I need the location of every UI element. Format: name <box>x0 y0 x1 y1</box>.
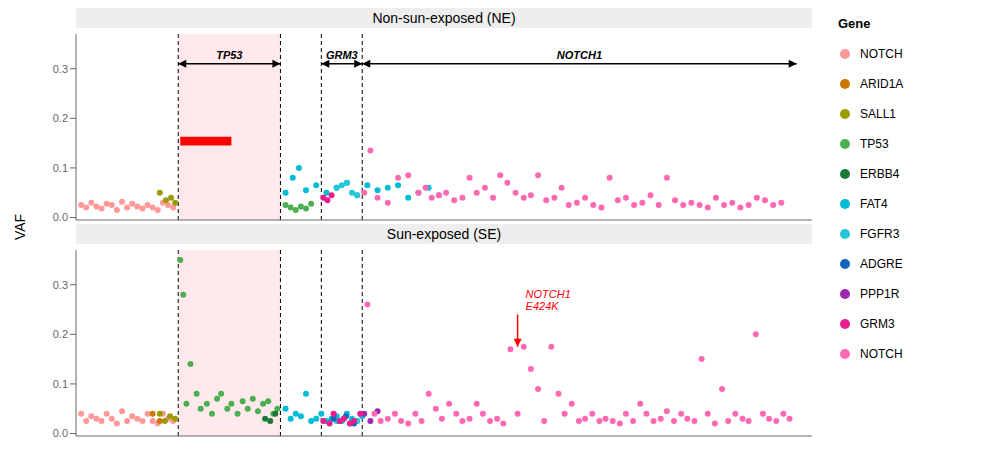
html-text:Gene: Gene <box>838 16 871 31</box>
html-text:Non-sun-exposed (NE): Non-sun-exposed (NE) <box>372 10 516 26</box>
html-text:ARID1A: ARID1A <box>860 77 904 91</box>
svg-text:GRM3: GRM3 <box>326 49 358 61</box>
html-text:ADGRE: ADGRE <box>860 257 903 271</box>
html-text:ERBB4: ERBB4 <box>860 167 900 181</box>
svg-text:NOTCH1E424K: NOTCH1E424K <box>526 288 571 312</box>
html-text:NOTCH: NOTCH <box>860 347 903 361</box>
html-text:TP53: TP53 <box>860 137 889 151</box>
html-text:FAT4: FAT4 <box>860 197 888 211</box>
html-text:PPP1R: PPP1R <box>860 287 900 301</box>
svg-text:0.2: 0.2 <box>53 328 68 340</box>
svg-text:0.1: 0.1 <box>53 162 68 174</box>
svg-text:TP53: TP53 <box>216 49 242 61</box>
html-text:NOTCH: NOTCH <box>860 47 903 61</box>
svg-text:0.3: 0.3 <box>53 279 68 291</box>
svg-text:NOTCH1: NOTCH1 <box>557 49 602 61</box>
svg-text:0.0: 0.0 <box>53 427 68 439</box>
svg-text:0.2: 0.2 <box>53 112 68 124</box>
html-text:SALL1: SALL1 <box>860 107 896 121</box>
html-text:FGFR3: FGFR3 <box>860 227 900 241</box>
svg-text:0.0: 0.0 <box>53 211 68 223</box>
svg-text:0.1: 0.1 <box>53 378 68 390</box>
html-text:VAF: VAF <box>12 213 28 241</box>
svg-text:0.3: 0.3 <box>53 63 68 75</box>
html-text:GRM3: GRM3 <box>860 317 895 331</box>
html-text:Sun-exposed (SE): Sun-exposed (SE) <box>386 226 502 242</box>
